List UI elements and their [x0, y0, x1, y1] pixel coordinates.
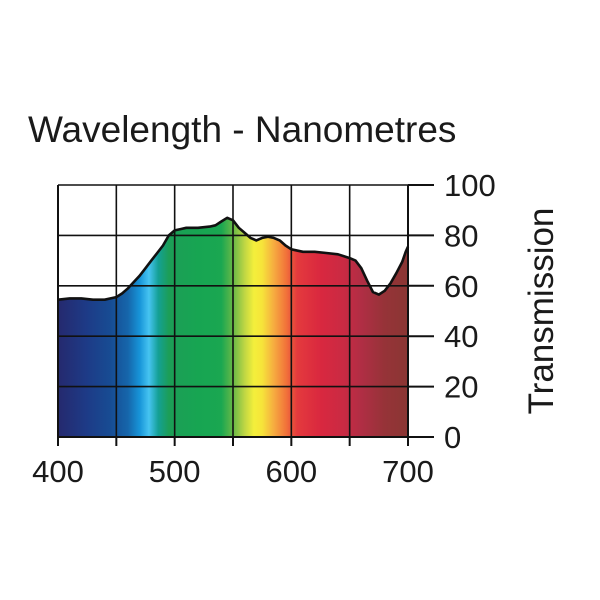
y-tick-labels: 0 20 40 60 80 100	[444, 168, 496, 455]
y-tick-label: 60	[444, 269, 478, 304]
y-tick-label: 40	[444, 319, 478, 354]
x-tick-labels: 400 500 600 700	[32, 454, 434, 489]
y-tick-label: 80	[444, 218, 478, 253]
x-tick-label: 600	[265, 454, 317, 489]
y-tick-label: 100	[444, 168, 496, 203]
plot-frame-layer	[57, 184, 434, 446]
x-tick-label: 500	[149, 454, 201, 489]
transmission-line	[57, 216, 410, 301]
y-axis-title: Transmission	[522, 208, 561, 415]
grid-layer	[58, 184, 409, 438]
x-tick-label: 400	[32, 454, 84, 489]
x-tick-label: 700	[382, 454, 434, 489]
y-tick-label: 20	[444, 370, 478, 405]
series-line-layer	[57, 216, 410, 301]
y-tick-label: 0	[444, 420, 461, 455]
chart-title: Wavelength - Nanometres	[28, 109, 456, 150]
